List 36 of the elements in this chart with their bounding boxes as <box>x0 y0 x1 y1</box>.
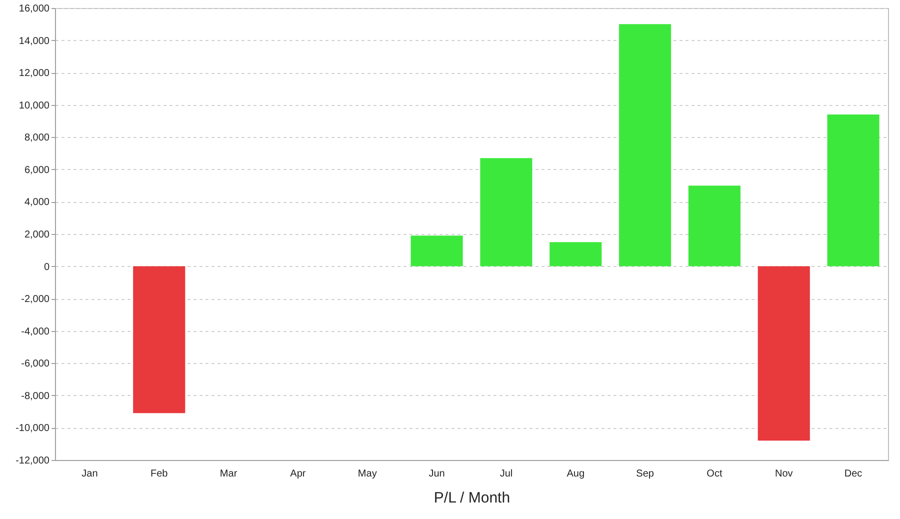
x-axis-title: P/L / Month <box>434 490 510 506</box>
y-tick-label: -10,000 <box>16 423 50 434</box>
y-tick-label: 16,000 <box>18 4 50 14</box>
y-tick-label: -8,000 <box>21 390 50 402</box>
bar <box>480 158 532 266</box>
y-tick-label: 12,000 <box>18 68 50 80</box>
x-tick-label: Oct <box>706 468 722 480</box>
bar <box>688 186 740 266</box>
y-tick-label: 6,000 <box>24 164 50 176</box>
bar <box>758 266 810 441</box>
x-tick-label: Nov <box>774 468 793 480</box>
y-tick-label: -12,000 <box>16 456 50 466</box>
bar <box>410 236 463 266</box>
bar <box>827 114 880 266</box>
y-tick-label: 2,000 <box>24 230 50 240</box>
x-tick-label: Jan <box>82 468 98 480</box>
x-tick-label: Dec <box>844 468 862 480</box>
y-tick-label: -4,000 <box>21 326 50 338</box>
y-tick-label: 14,000 <box>18 36 50 47</box>
x-tick-label: May <box>358 468 377 480</box>
bar <box>133 266 186 414</box>
y-tick-label: 8,000 <box>24 132 50 144</box>
y-tick-label: 10,000 <box>18 100 50 112</box>
y-tick-label: 4,000 <box>24 197 50 208</box>
bar <box>550 242 602 266</box>
x-tick-label: Jun <box>428 468 445 480</box>
x-tick-label: Sep <box>636 468 654 480</box>
bar <box>619 24 672 266</box>
y-tick-label: 0 <box>44 262 50 273</box>
y-tick-label: -6,000 <box>21 358 50 370</box>
x-tick-label: Aug <box>566 468 585 480</box>
x-tick-label: Feb <box>150 468 168 480</box>
x-tick-label: Apr <box>290 468 306 480</box>
x-tick-label: Jul <box>500 468 513 480</box>
y-tick-label: -2,000 <box>21 294 50 306</box>
x-tick-label: Mar <box>220 468 238 480</box>
